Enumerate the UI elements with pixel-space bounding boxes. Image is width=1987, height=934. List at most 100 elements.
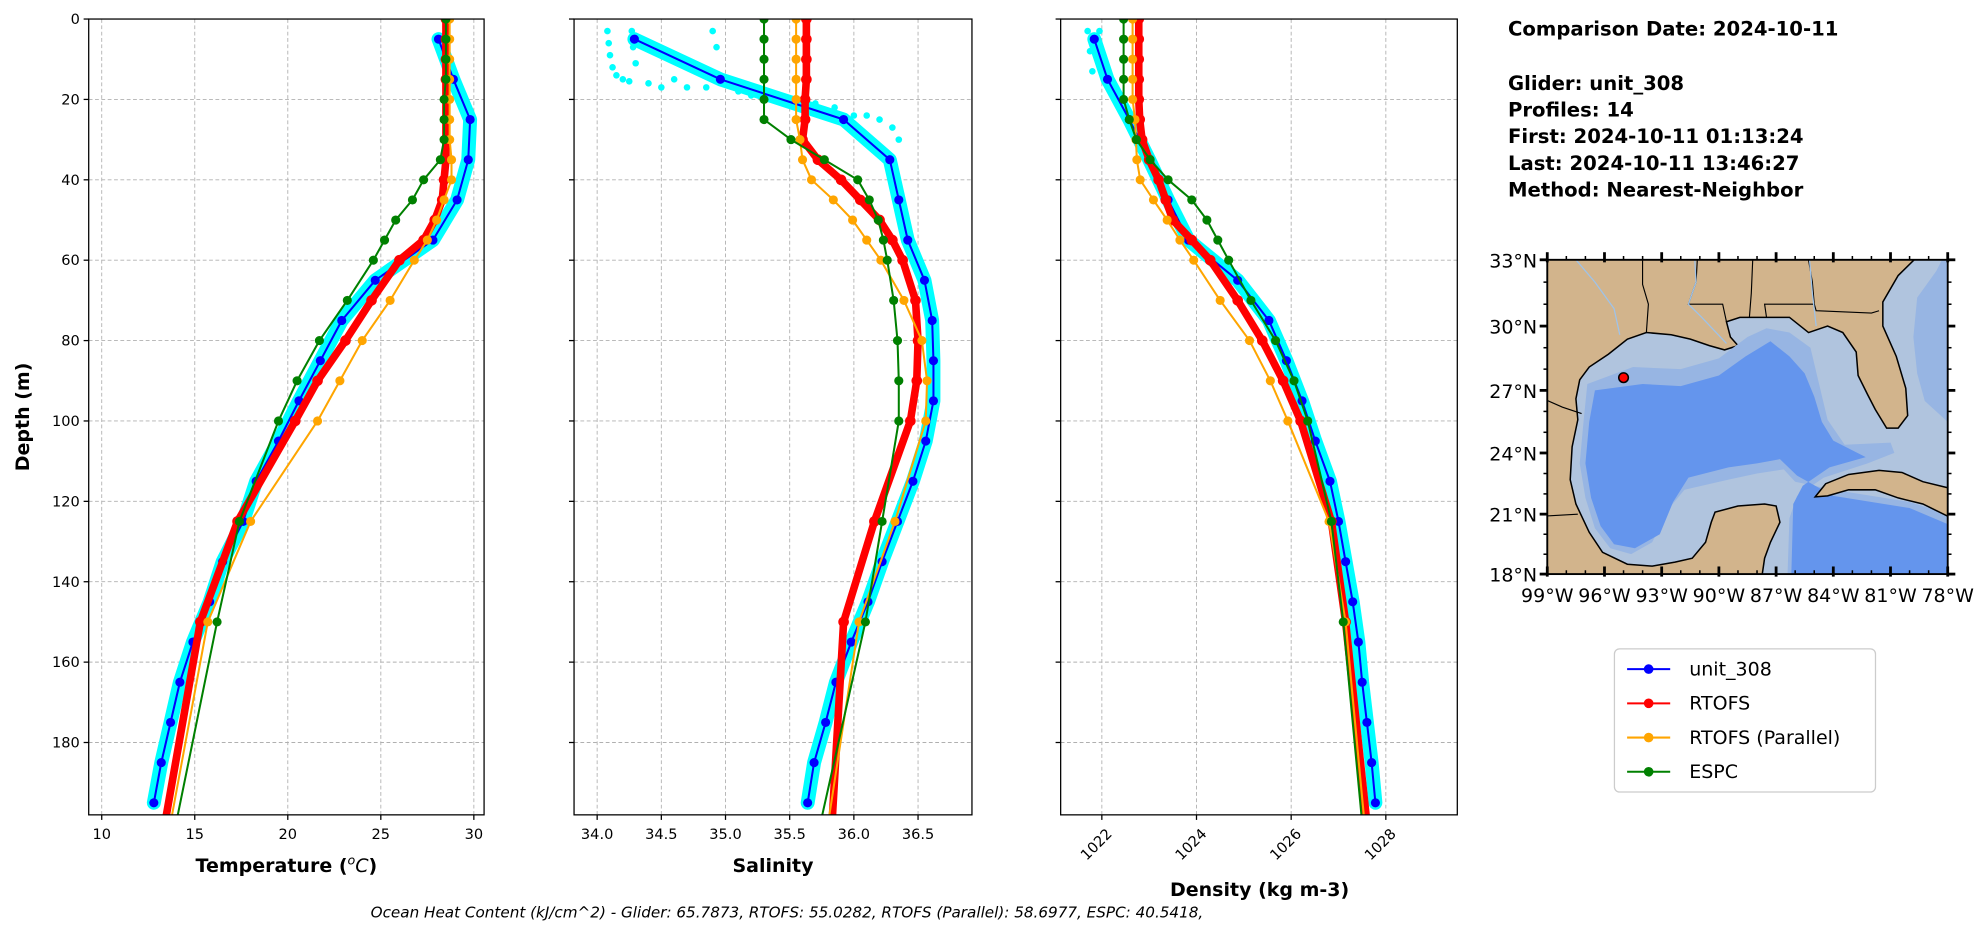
data-point <box>463 155 473 165</box>
series-line <box>152 38 472 803</box>
map-frame <box>1546 258 1949 576</box>
data-point <box>1128 74 1138 84</box>
map-lon-label: 93°W <box>1635 585 1688 607</box>
glider-raw-point <box>1096 27 1103 35</box>
data-point <box>885 155 895 165</box>
glider-raw-point <box>605 39 613 47</box>
data-point <box>878 235 888 245</box>
data-point <box>156 758 166 768</box>
glider-raw-point <box>670 76 678 83</box>
data-point <box>928 396 939 406</box>
y-tick-label: 120 <box>52 493 80 510</box>
data-point <box>854 194 866 206</box>
data-point <box>759 54 769 64</box>
y-tick-label: 40 <box>61 172 80 189</box>
data-point <box>1362 717 1372 727</box>
data-point <box>894 195 904 205</box>
gulf-deep <box>1585 341 1948 575</box>
data-point <box>795 135 805 145</box>
x-axis-label-suffix: ) <box>369 855 378 877</box>
y-tick-label: 100 <box>52 413 80 430</box>
data-point <box>1289 376 1299 386</box>
x-axis-label-text: Temperature ( <box>196 855 348 877</box>
y-tick-label: 160 <box>52 654 80 671</box>
data-point <box>1232 295 1244 306</box>
data-point <box>799 94 811 105</box>
glider-raw-point <box>625 78 633 85</box>
glider-raw-point <box>831 104 838 111</box>
data-point <box>340 335 351 346</box>
glider-raw-point <box>609 63 616 71</box>
x-tick-label: 1024 <box>1172 826 1210 864</box>
data-point <box>1362 818 1373 829</box>
data-point <box>876 255 886 265</box>
series-espc <box>176 19 451 815</box>
data-point <box>894 376 904 386</box>
map-content <box>1547 259 1948 575</box>
data-point <box>903 235 913 245</box>
data-point <box>203 617 213 627</box>
data-point <box>1119 34 1129 44</box>
state-border <box>1748 259 1754 318</box>
legend-item-rtofs: RTOFS <box>1627 693 1750 715</box>
data-point <box>848 215 858 225</box>
x-tick-label: 36.5 <box>902 826 934 843</box>
glider-raw-point <box>889 124 896 131</box>
comparison-date: Comparison Date: 2024-10-11 <box>1508 18 1838 41</box>
data-point <box>854 617 864 627</box>
data-point <box>889 295 899 305</box>
x-tick-label: 1028 <box>1361 826 1399 864</box>
data-point <box>1145 155 1155 165</box>
legend-marker <box>1643 698 1654 709</box>
axes-frame <box>1060 18 1458 816</box>
glider-raw-point <box>629 43 637 51</box>
x-tick-label: 35.5 <box>773 826 805 843</box>
x-tick-label: 25 <box>372 826 391 843</box>
data-point <box>821 717 831 727</box>
x-axis-label-unit: C <box>355 855 369 877</box>
glider-raw-point <box>606 51 614 59</box>
data-point <box>292 376 302 386</box>
glider-raw-point <box>812 100 819 107</box>
x-axis-label: Density (kg m-3) <box>1170 879 1349 901</box>
data-point <box>1295 415 1306 427</box>
method: Method: Nearest-Neighbor <box>1508 178 1804 201</box>
data-point <box>465 114 475 125</box>
info-block: Comparison Date: 2024-10-11 Glider: unit… <box>1508 18 1838 202</box>
data-point <box>1283 416 1293 426</box>
glider-raw-point <box>863 112 870 119</box>
data-point <box>441 34 451 44</box>
glider-raw-point <box>619 76 627 83</box>
data-point <box>1128 54 1138 64</box>
legend: unit_308 RTOFS RTOFS (Parallel) ESPC <box>1613 648 1877 793</box>
cuba <box>1813 469 1948 517</box>
data-point <box>791 19 801 24</box>
data-point <box>1370 798 1380 808</box>
data-point <box>441 54 451 64</box>
data-point <box>1246 295 1256 305</box>
data-point <box>791 54 801 64</box>
data-point <box>342 295 352 305</box>
panel-temperature: 10 15 20 25 30 0 20 40 60 80 100 120 140 160 180 Temper… <box>12 11 485 877</box>
legend-label: RTOFS (Parallel) <box>1689 727 1840 749</box>
axes-frame <box>573 18 973 816</box>
profile-count: Profiles: 14 <box>1508 99 1634 122</box>
data-point <box>864 195 874 205</box>
x-axis-label-sup: o <box>348 852 356 867</box>
legend-label: RTOFS <box>1689 693 1750 715</box>
first-time: First: 2024-10-11 01:13:24 <box>1508 125 1804 148</box>
data-point <box>908 476 918 486</box>
river <box>1575 259 1621 335</box>
data-point <box>166 818 175 827</box>
data-point <box>441 74 451 84</box>
data-point <box>1187 195 1197 205</box>
glider-raw-point <box>895 136 903 143</box>
data-point <box>803 798 813 808</box>
state-border <box>1813 304 1880 314</box>
data-point <box>791 74 801 84</box>
data-point <box>422 235 432 245</box>
data-point <box>801 74 812 85</box>
y-tick-label: 60 <box>61 252 80 269</box>
data-point <box>791 94 801 104</box>
series-espc <box>1119 19 1363 815</box>
